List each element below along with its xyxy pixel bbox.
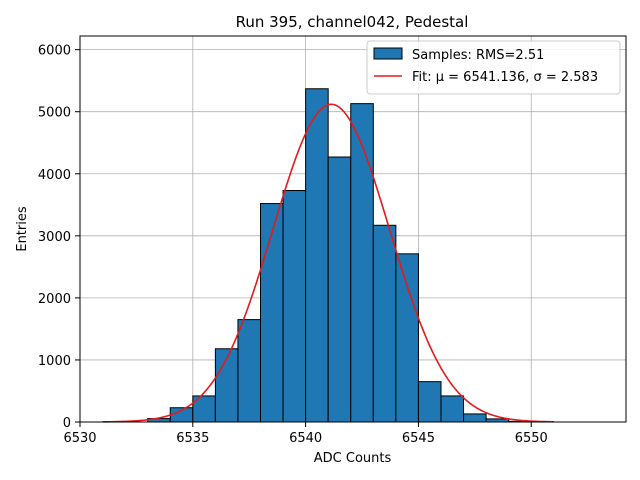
legend-box bbox=[366, 40, 621, 95]
histogram-bar bbox=[440, 395, 465, 423]
histogram-bar bbox=[282, 190, 307, 423]
x-tick-label: 6545 bbox=[402, 431, 435, 446]
x-tick-label: 6535 bbox=[176, 431, 209, 446]
histogram-bar bbox=[372, 224, 397, 423]
y-axis-label: Entries bbox=[15, 206, 30, 252]
plot-frame bbox=[79, 35, 627, 423]
histogram-bar bbox=[327, 156, 352, 423]
histogram-bar bbox=[305, 88, 329, 423]
x-tick-label: 6540 bbox=[289, 431, 322, 446]
legend-fit-label: Fit: μ = 6541.136, σ = 2.583 bbox=[412, 70, 598, 85]
y-tick-label: 6000 bbox=[38, 44, 71, 59]
histogram-bars bbox=[147, 88, 532, 423]
legend-samples-label: Samples: RMS=2.51 bbox=[412, 48, 544, 63]
fit-curve bbox=[102, 103, 554, 423]
y-tick-label: 1000 bbox=[38, 354, 71, 369]
x-tick-label: 6550 bbox=[515, 431, 548, 446]
y-tick-label: 0 bbox=[63, 416, 71, 431]
y-tick-label: 5000 bbox=[38, 106, 71, 121]
chart-title: Run 395, channel042, Pedestal bbox=[236, 13, 469, 31]
histogram-bar bbox=[350, 103, 374, 423]
histogram-bar bbox=[417, 381, 442, 423]
y-tick-label: 2000 bbox=[38, 292, 71, 307]
y-tick-label: 4000 bbox=[38, 168, 71, 183]
fit-curve-line bbox=[102, 103, 554, 423]
axis-ticks: 6530 6535 6540 6545 6550 0 1000 2000 3000 4000 500… bbox=[38, 44, 548, 446]
legend-samples-swatch bbox=[373, 47, 403, 60]
histogram-bar bbox=[463, 413, 487, 423]
histogram-bar bbox=[395, 253, 419, 423]
x-tick-label: 6530 bbox=[63, 431, 96, 446]
histogram-bar bbox=[259, 203, 284, 423]
x-axis-label: ADC Counts bbox=[314, 451, 392, 466]
histogram-bar bbox=[237, 319, 261, 423]
legend: Samples: RMS=2.51 Fit: μ = 6541.136, σ =… bbox=[366, 40, 621, 95]
y-tick-label: 3000 bbox=[38, 230, 71, 245]
